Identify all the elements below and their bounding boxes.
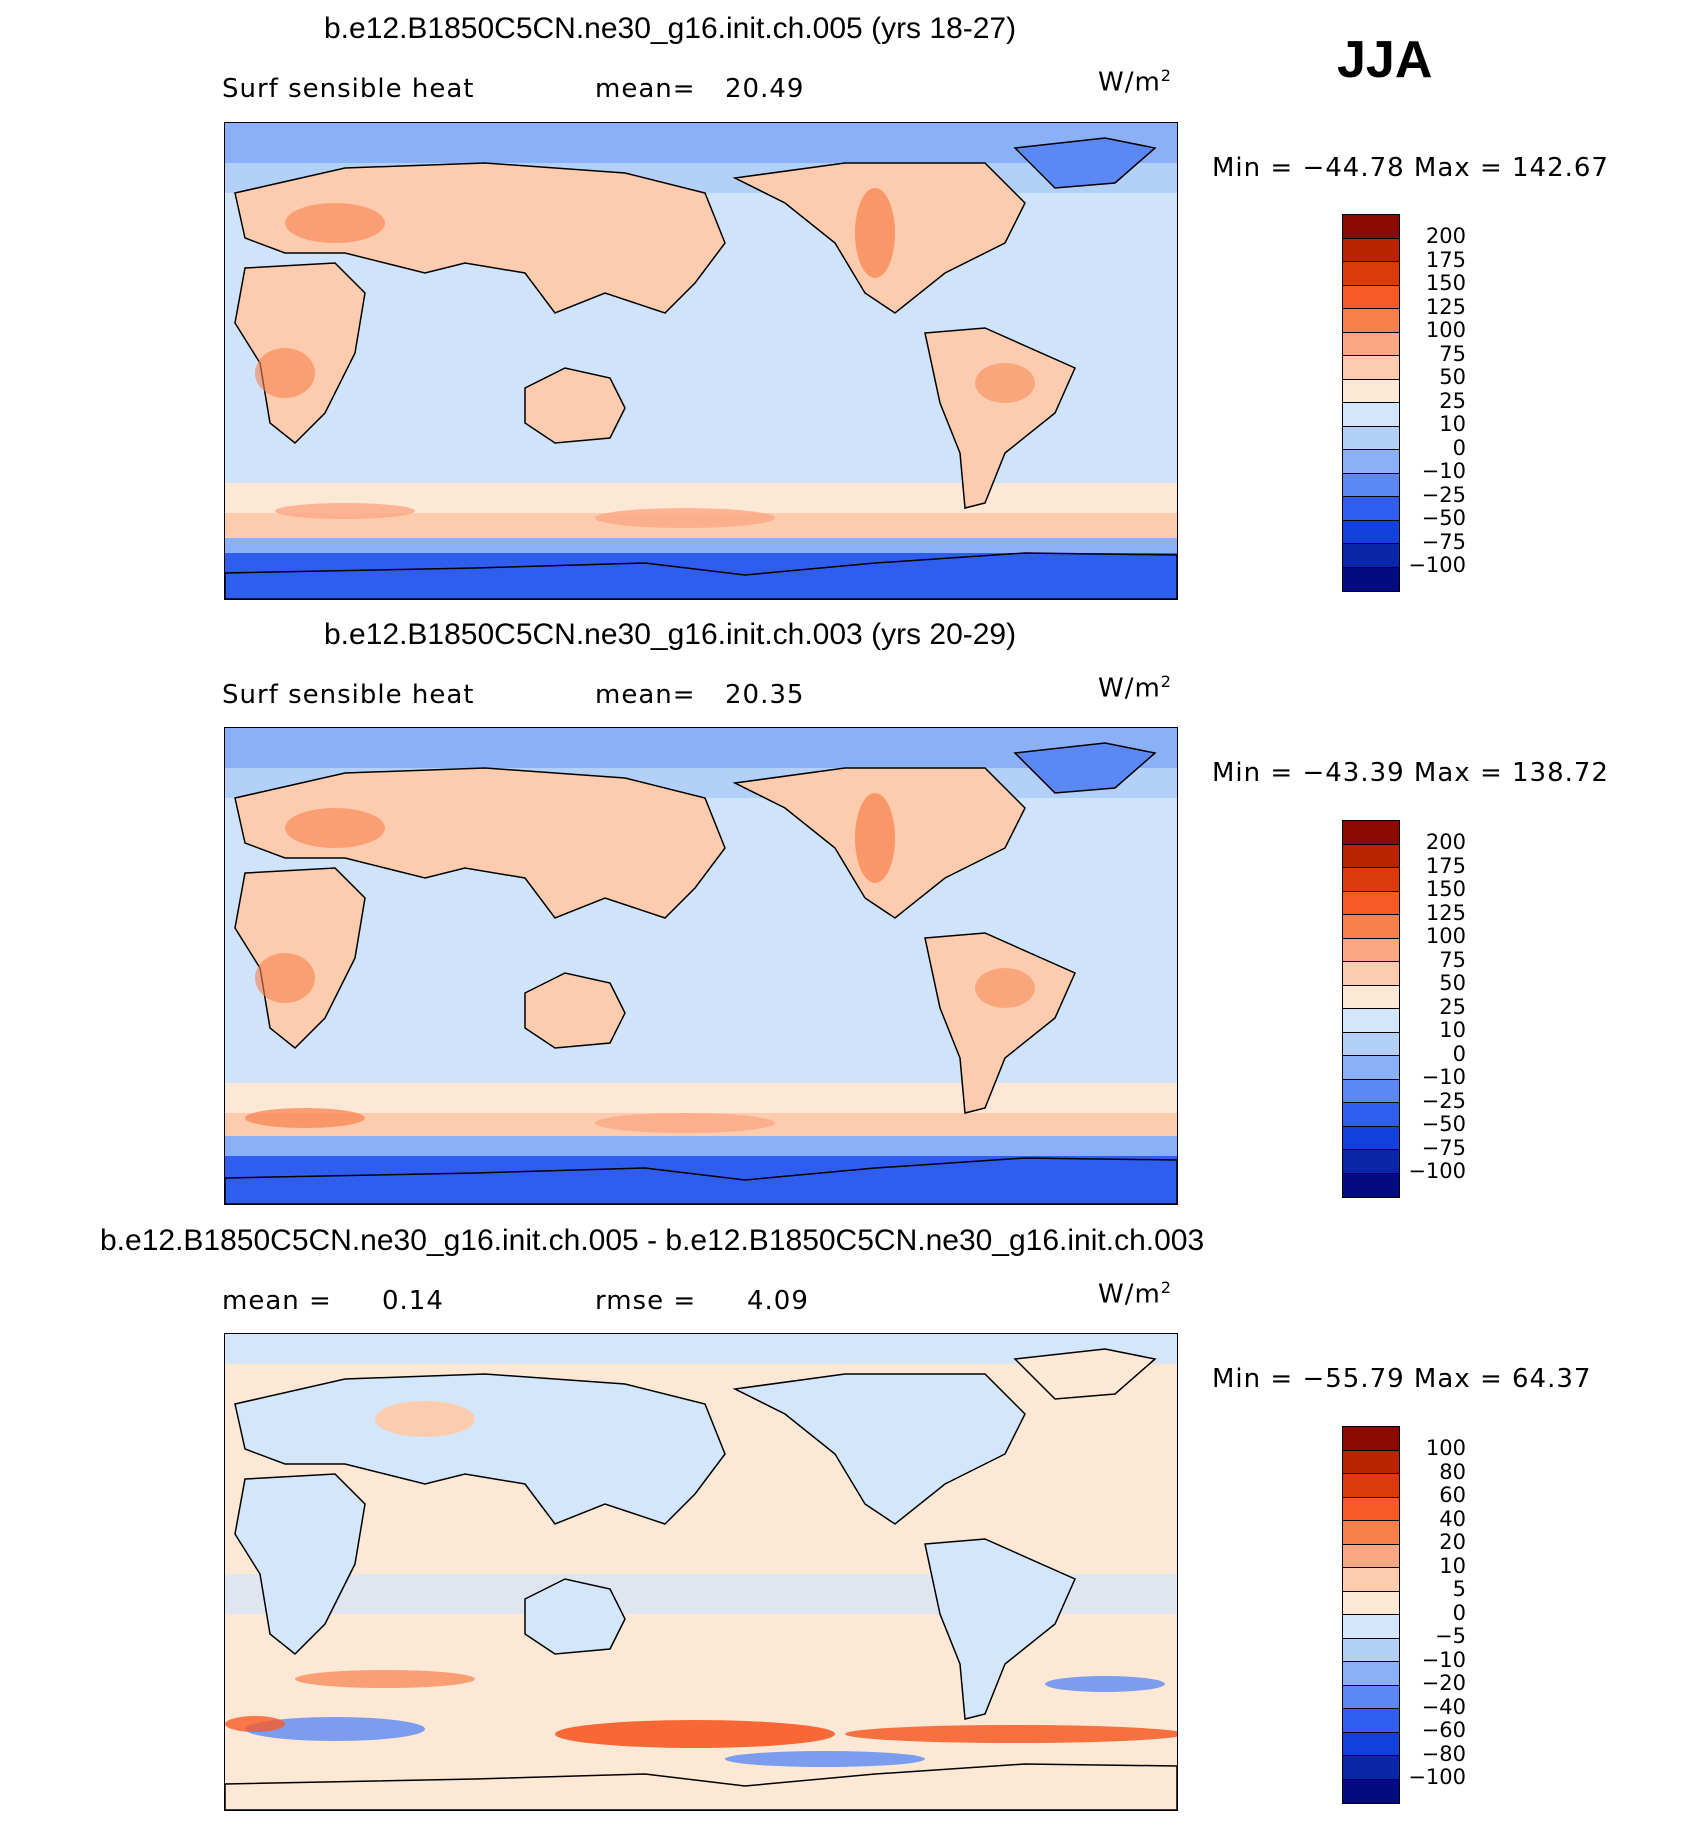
- colorbar-tick: 10: [1439, 412, 1466, 436]
- panel-2-minmax: Min = −43.39 Max = 138.72: [1212, 758, 1609, 788]
- panel-1-mean-label: mean=: [595, 74, 696, 104]
- colorbar-tick: 150: [1425, 271, 1466, 295]
- season-label: JJA: [1337, 31, 1433, 89]
- panel-3-minmax: Min = −55.79 Max = 64.37: [1212, 1364, 1592, 1394]
- colorbar-tick: 75: [1439, 947, 1466, 972]
- panel-1-title: b.e12.B1850C5CN.ne30_g16.init.ch.005 (yr…: [324, 12, 1017, 45]
- panel-1-map: [224, 122, 1178, 600]
- colorbar-tick: 50: [1439, 365, 1466, 389]
- panel-1-colorbar: [1342, 214, 1400, 592]
- panel-3-map-field: [225, 1334, 1177, 1810]
- colorbar-tick: 0: [1452, 1600, 1466, 1625]
- colorbar-tick: 100: [1425, 924, 1466, 948]
- colorbar-tick: −10: [1421, 1647, 1466, 1672]
- colorbar-tick: 100: [1425, 1436, 1466, 1460]
- colorbar-tick: −25: [1421, 482, 1466, 507]
- colorbar-tick: −10: [1421, 459, 1466, 483]
- colorbar-tick: −20: [1421, 1671, 1466, 1695]
- panel-1-minmax: Min = −44.78 Max = 142.67: [1212, 153, 1609, 183]
- colorbar-tick: 0: [1452, 435, 1466, 460]
- panel-3-units: W/m2: [1098, 1278, 1172, 1310]
- panel-1-mean-value: 20.49: [725, 74, 805, 104]
- colorbar-tick: −40: [1421, 1694, 1466, 1719]
- panel-2-map-field: [225, 728, 1177, 1204]
- colorbar-tick: 10: [1439, 1553, 1466, 1578]
- panel-2-colorbar: [1342, 820, 1400, 1198]
- colorbar-tick: 40: [1439, 1506, 1466, 1531]
- colorbar-tick: −75: [1421, 529, 1466, 554]
- colorbar-tick: −75: [1421, 1135, 1466, 1160]
- colorbar-tick: 60: [1439, 1483, 1466, 1507]
- panel-3-mean-value: 0.14: [382, 1286, 444, 1316]
- panel-3-colorbar: [1342, 1426, 1400, 1804]
- panel-1-map-field: [225, 123, 1177, 599]
- colorbar-tick: 100: [1425, 318, 1466, 342]
- colorbar-tick: 10: [1439, 1018, 1466, 1042]
- panel-2-map: [224, 727, 1178, 1205]
- panel-3-rmse-value: 4.09: [747, 1286, 809, 1316]
- colorbar-tick: −100: [1408, 1765, 1466, 1789]
- colorbar-tick: −60: [1421, 1718, 1466, 1742]
- colorbar-tick: −25: [1421, 1088, 1466, 1113]
- colorbar-tick: 175: [1425, 247, 1466, 272]
- colorbar-tick: 200: [1425, 224, 1466, 248]
- panel-3-title: b.e12.B1850C5CN.ne30_g16.init.ch.005 - b…: [100, 1224, 1205, 1257]
- colorbar-tick: 200: [1425, 830, 1466, 854]
- colorbar-tick: 75: [1439, 341, 1466, 366]
- colorbar-tick: −50: [1421, 506, 1466, 530]
- colorbar-tick: −10: [1421, 1065, 1466, 1089]
- colorbar-tick: 25: [1439, 994, 1466, 1019]
- panel-3-rmse-label: rmse =: [595, 1286, 697, 1316]
- panel-1-variable-label: Surf sensible heat: [222, 74, 475, 104]
- colorbar-tick: 125: [1425, 900, 1466, 925]
- colorbar-tick: 5: [1452, 1577, 1466, 1601]
- panel-2-mean-label: mean=: [595, 680, 696, 710]
- colorbar-tick: 150: [1425, 877, 1466, 901]
- panel-1-units: W/m2: [1098, 66, 1172, 98]
- colorbar-tick: −100: [1408, 1159, 1466, 1183]
- colorbar-tick: −80: [1421, 1741, 1466, 1766]
- panel-3-map: [224, 1333, 1178, 1811]
- panel-2-title: b.e12.B1850C5CN.ne30_g16.init.ch.003 (yr…: [324, 618, 1017, 651]
- colorbar-tick: −100: [1408, 553, 1466, 577]
- colorbar-tick: 0: [1452, 1041, 1466, 1066]
- panel-3-mean-label: mean =: [222, 1286, 332, 1316]
- colorbar-tick: 80: [1439, 1459, 1466, 1484]
- panel-2-mean-value: 20.35: [725, 680, 805, 710]
- colorbar-tick: 125: [1425, 294, 1466, 319]
- colorbar-tick: −50: [1421, 1112, 1466, 1136]
- colorbar-tick: −5: [1435, 1624, 1466, 1648]
- colorbar-tick: 20: [1439, 1530, 1466, 1554]
- panel-2-units: W/m2: [1098, 672, 1172, 704]
- colorbar-tick: 50: [1439, 971, 1466, 995]
- colorbar-tick: 25: [1439, 388, 1466, 413]
- panel-2-variable-label: Surf sensible heat: [222, 680, 475, 710]
- colorbar-tick: 175: [1425, 853, 1466, 878]
